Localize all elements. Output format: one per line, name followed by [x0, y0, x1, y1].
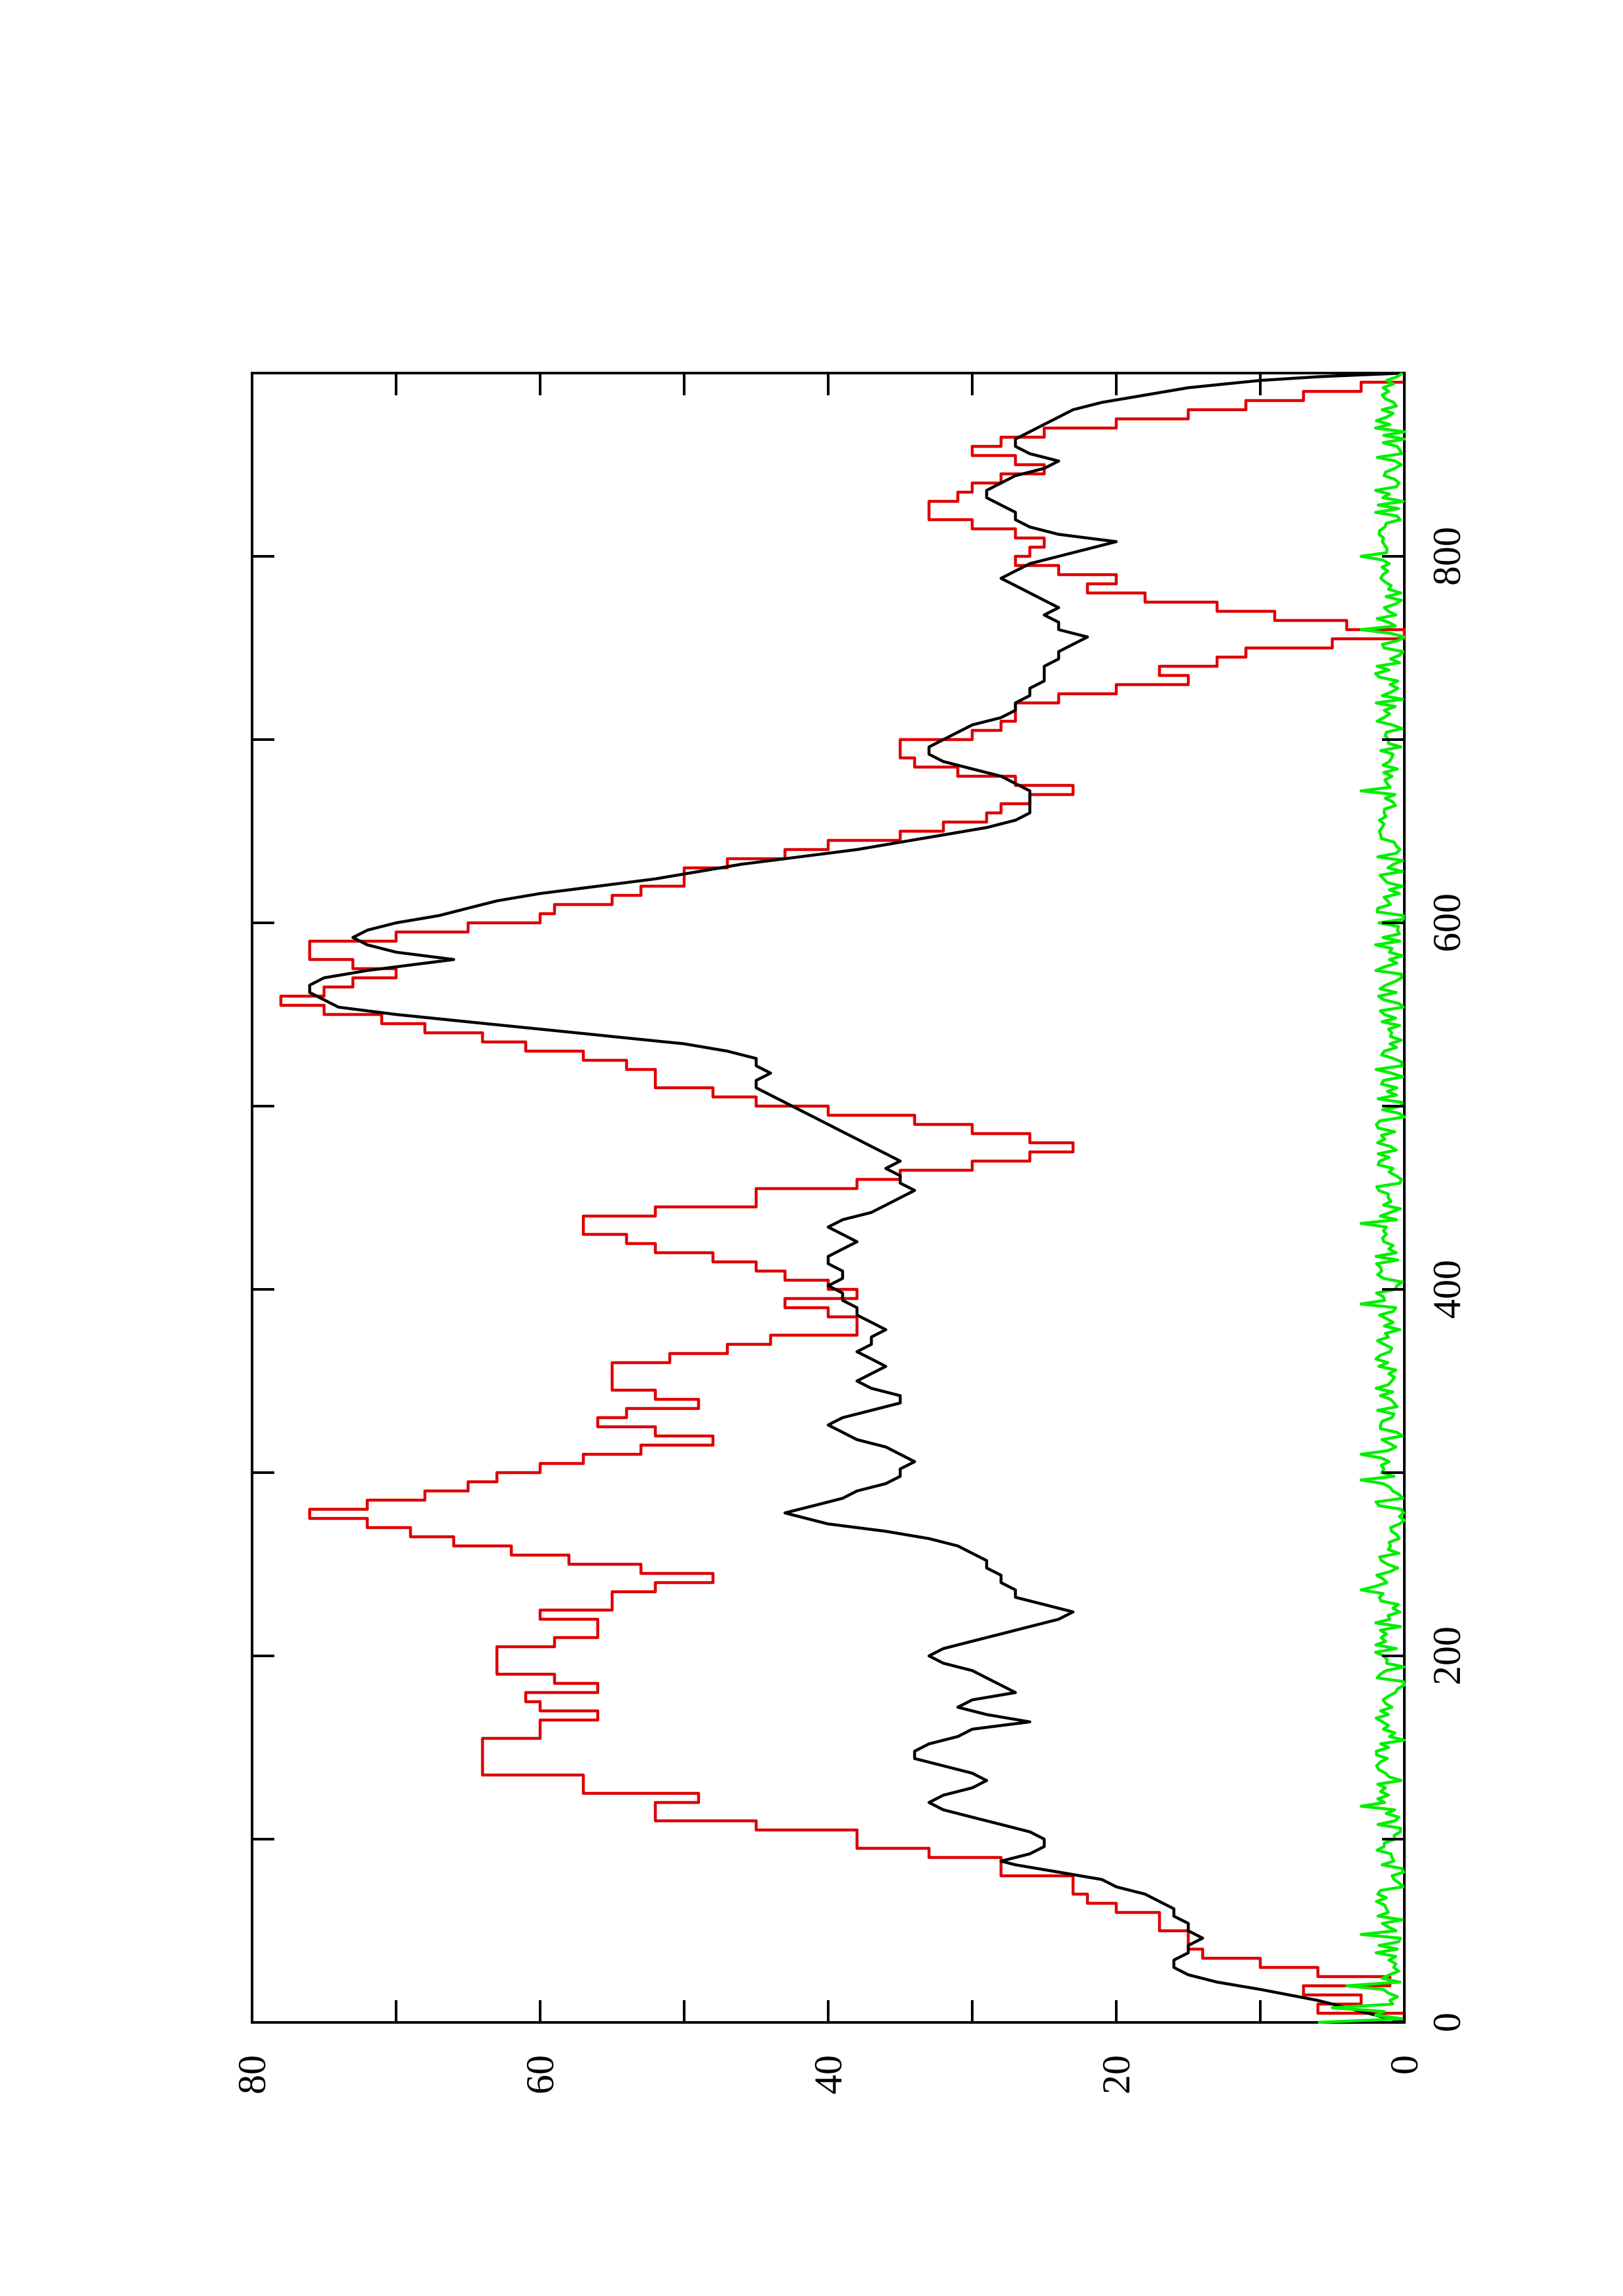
x-tick-label: 0 [1425, 2013, 1468, 2032]
x-tick-label: 400 [1425, 1260, 1468, 1319]
y-tick-label: 80 [230, 2055, 274, 2094]
series-layer [279, 371, 1406, 2024]
y-tick-label: 60 [519, 2055, 562, 2094]
y-tick-label: 40 [807, 2055, 850, 2094]
ticks-layer [251, 373, 1406, 2024]
plot-area: 0 200 400 600 800 0 20 40 60 80 [230, 371, 1468, 2094]
x-tick-label: 800 [1425, 527, 1468, 586]
x-tick-label: 200 [1425, 1626, 1468, 1685]
x-tick-label: 600 [1425, 893, 1468, 952]
y-tick-label: 0 [1383, 2055, 1426, 2075]
series-line-1 [279, 373, 1406, 2022]
y-tick-label: 20 [1095, 2055, 1138, 2094]
labels-layer: 0 200 400 600 800 0 20 40 60 80 [230, 527, 1468, 2094]
series-line-2 [308, 371, 1405, 2024]
series-line-3 [1317, 372, 1406, 2024]
plot-frame [251, 372, 1406, 2024]
